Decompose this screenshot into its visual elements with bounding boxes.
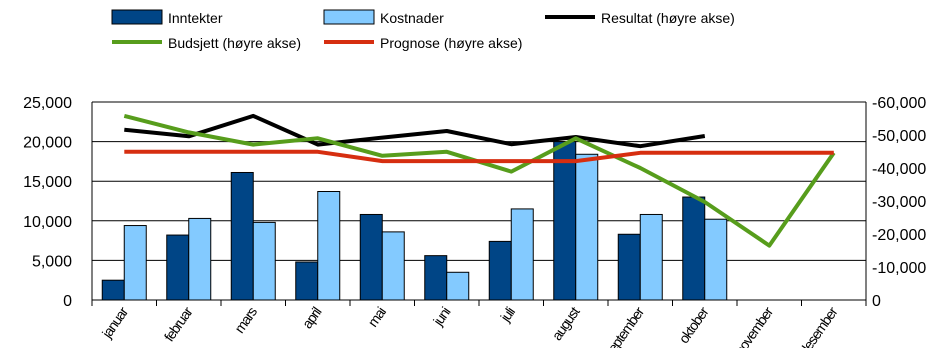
line-series-group	[123, 113, 836, 248]
line-resultat-h-yre-akse	[124, 113, 706, 149]
bar-kostnader-juli	[510, 208, 534, 301]
bar-kostnader-mai	[381, 231, 405, 301]
legend-kostnader: Kostnader	[323, 9, 444, 26]
legend-budsjett-h-yre-akse: Budsjett (høyre akse)	[112, 35, 301, 51]
line-prognose-h-yre-akse	[124, 149, 834, 164]
bar-inntekter-mai	[359, 213, 383, 301]
legend-inntekter-label: Inntekter	[168, 10, 223, 26]
bar-inntekter-september	[617, 233, 641, 301]
x-tick-label-juli: juli	[496, 304, 518, 325]
left-tick-label: 5,000	[32, 253, 72, 270]
x-tick-label-mai: mai	[364, 304, 389, 330]
bar-inntekter-januar	[101, 279, 125, 301]
left-tick-label: 25,000	[23, 95, 72, 112]
right-tick-label: -60,000	[872, 95, 926, 112]
legend-kostnader-swatch	[323, 9, 375, 25]
right-tick-label: 0	[872, 293, 881, 310]
bar-kostnader-august	[575, 153, 599, 301]
bar-inntekter-april	[295, 261, 319, 301]
x-tick-label-februar: februar	[161, 303, 196, 344]
right-tick-label: -50,000	[872, 128, 926, 145]
bar-inntekter-juni	[424, 255, 448, 301]
x-tick-label-juni: juni	[429, 304, 453, 329]
left-tick-label: 20,000	[23, 135, 72, 152]
x-tick-label-august: august	[548, 304, 582, 344]
left-tick-label: 10,000	[23, 214, 72, 231]
left-axis-tick-labels: 0 5,000 10,000 15,000 20,000 25,000	[23, 95, 72, 310]
legend-resultat-h-yre-akse: Resultat (høyre akse)	[545, 10, 735, 26]
legend-resultat-h-yre-akse-label: Resultat (høyre akse)	[601, 10, 735, 26]
legend-inntekter: Inntekter	[111, 9, 223, 26]
right-tick-label: -40,000	[872, 161, 926, 178]
x-tick-label-november: november	[731, 303, 776, 348]
legend-kostnader-label: Kostnader	[380, 10, 444, 26]
bar-kostnader-juni	[446, 271, 470, 301]
right-tick-label: -30,000	[872, 194, 926, 211]
bar-kostnader-februar	[188, 217, 212, 301]
bar-inntekter-mars	[230, 171, 254, 301]
x-tick-label-desember: desember	[796, 303, 841, 348]
x-tick-label-mars: mars	[231, 304, 260, 336]
x-tick-label-oktober: oktober	[675, 303, 712, 346]
bar-kostnader-september	[639, 213, 663, 301]
x-tick-label-september: september	[601, 303, 648, 348]
right-tick-label: -10,000	[872, 260, 926, 277]
x-axis-tick-labels: januar februar mars april mai juni juli august s…	[98, 303, 841, 348]
bar-inntekter-februar	[166, 234, 190, 301]
left-tick-label: 0	[63, 293, 72, 310]
bar-inntekter-juli	[488, 240, 512, 301]
bar-inntekter-oktober	[682, 196, 706, 301]
bar-kostnader-mars	[252, 221, 276, 301]
legend-inntekter-swatch	[111, 9, 163, 25]
right-tick-label: -20,000	[872, 227, 926, 244]
bar-inntekter-august	[553, 141, 577, 301]
grid-lines	[92, 101, 866, 261]
legend-prognose-h-yre-akse-label: Prognose (høyre akse)	[380, 35, 522, 51]
bar-kostnader-april	[317, 190, 341, 301]
bar-kostnader-oktober	[704, 218, 728, 301]
x-tick-label-april: april	[299, 304, 325, 331]
right-axis-tick-labels: 0 -10,000 -20,000 -30,000 -40,000 -50,000 -60,…	[872, 95, 926, 310]
plot-frame	[91, 102, 867, 306]
legend-budsjett-h-yre-akse-label: Budsjett (høyre akse)	[168, 35, 301, 51]
x-tick-label-januar: januar	[98, 303, 131, 341]
left-tick-label: 15,000	[23, 174, 72, 191]
bar-kostnader-januar	[123, 225, 147, 301]
legend-prognose-h-yre-akse: Prognose (høyre akse)	[324, 35, 522, 51]
legend: Inntekter Kostnader Resultat (høyre akse) B…	[111, 9, 735, 51]
